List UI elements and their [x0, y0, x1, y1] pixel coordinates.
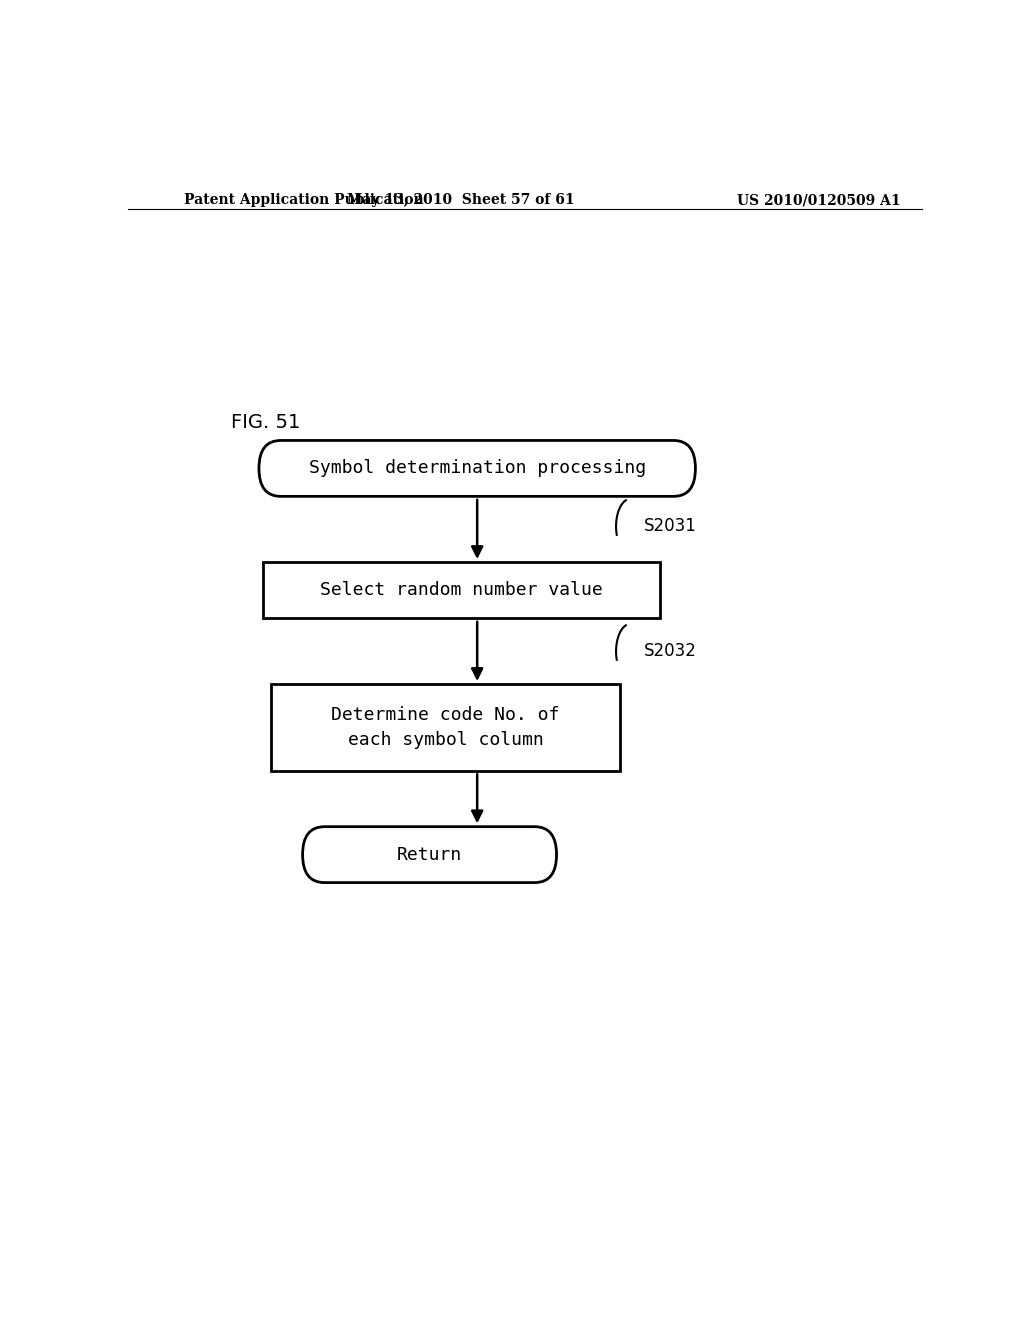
FancyBboxPatch shape [259, 441, 695, 496]
Text: Determine code No. of
each symbol column: Determine code No. of each symbol column [331, 706, 560, 748]
Text: S2032: S2032 [644, 643, 696, 660]
Text: Select random number value: Select random number value [319, 581, 603, 599]
Text: FIG. 51: FIG. 51 [231, 413, 300, 432]
Text: May 13, 2010  Sheet 57 of 61: May 13, 2010 Sheet 57 of 61 [347, 193, 575, 207]
Text: Return: Return [397, 846, 462, 863]
Text: Patent Application Publication: Patent Application Publication [183, 193, 423, 207]
Text: US 2010/0120509 A1: US 2010/0120509 A1 [736, 193, 900, 207]
FancyBboxPatch shape [303, 826, 557, 883]
FancyBboxPatch shape [263, 562, 659, 618]
FancyBboxPatch shape [270, 684, 620, 771]
Text: Symbol determination processing: Symbol determination processing [308, 459, 646, 478]
Text: S2031: S2031 [644, 517, 696, 536]
